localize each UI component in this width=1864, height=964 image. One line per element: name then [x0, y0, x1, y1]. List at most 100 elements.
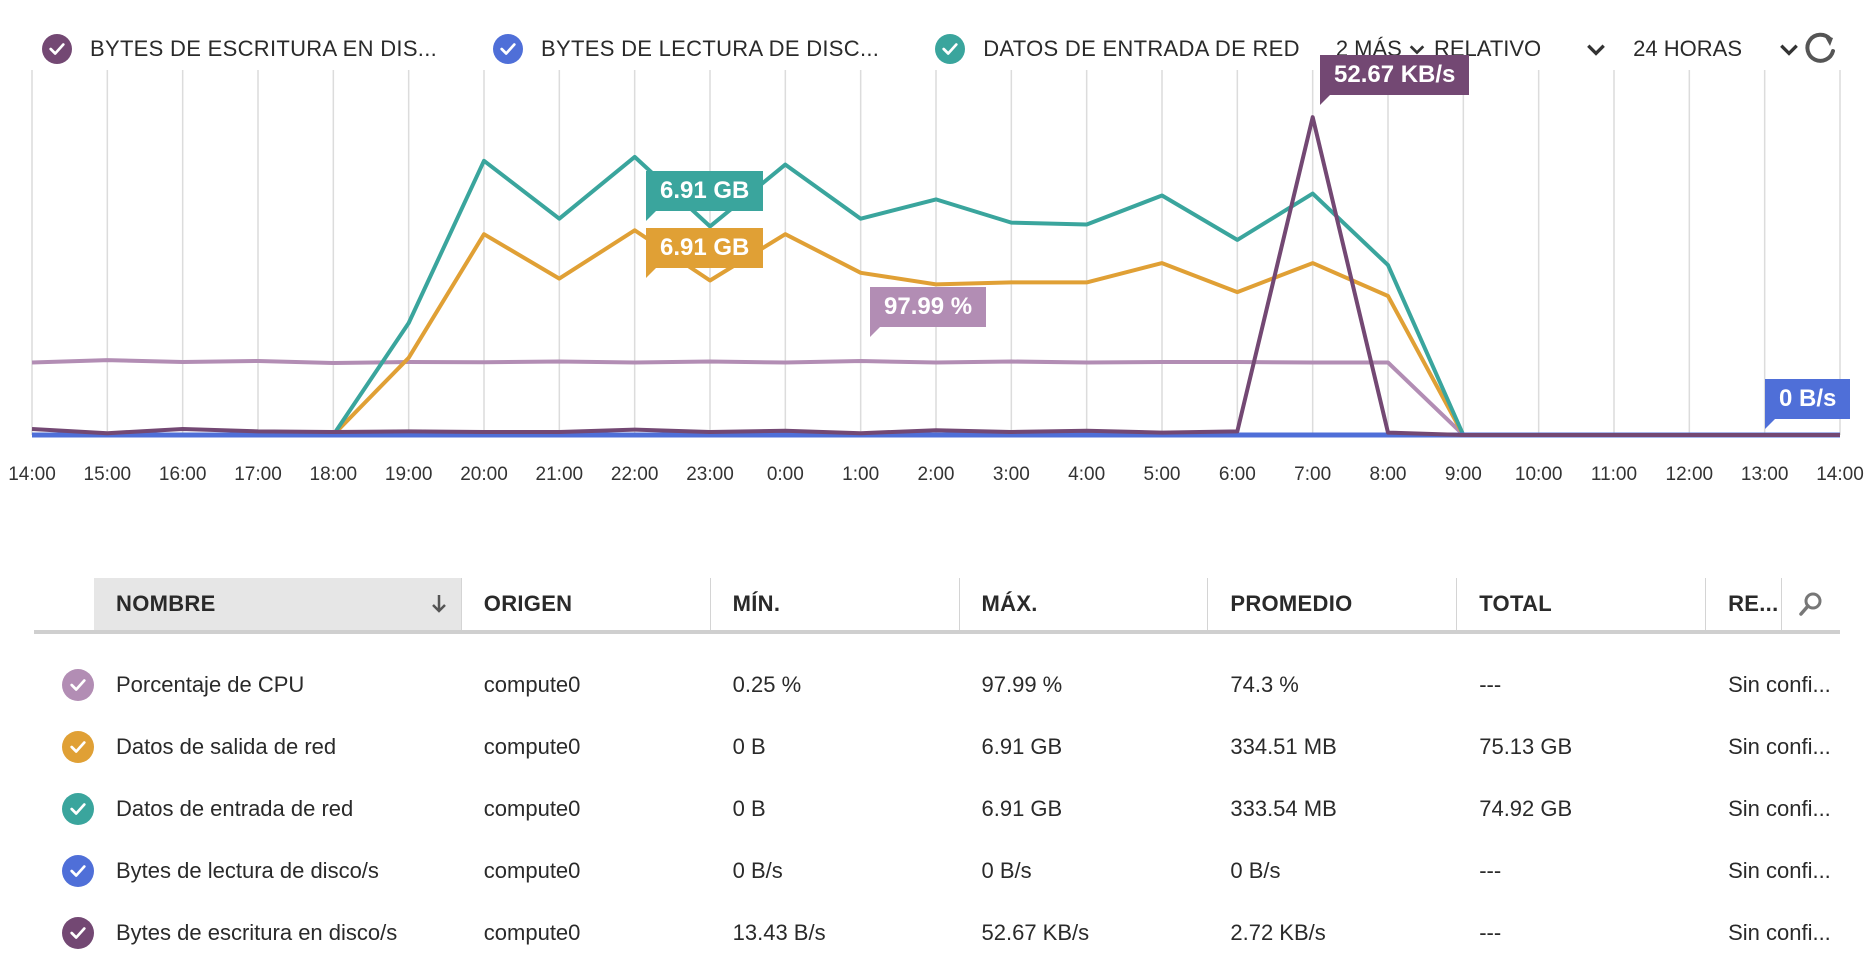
legend-item-network-in[interactable]: DATOS DE ENTRADA DE RED — [935, 34, 1300, 64]
check-icon — [493, 34, 524, 64]
metrics-table: NOMBRE ORIGEN MÍN. MÁX. PROMEDIO TOTAL R… — [34, 578, 1840, 964]
row-checkbox[interactable] — [34, 669, 94, 701]
cell-min: 13.43 B/s — [732, 920, 826, 945]
table-row[interactable]: Bytes de escritura en disco/s compute0 13.… — [34, 902, 1840, 964]
x-tick-label: 14:00 — [1816, 464, 1864, 485]
sort-arrow-down-icon — [431, 595, 446, 613]
table-row[interactable]: Bytes de lectura de disco/s compute0 0 B/s… — [34, 840, 1840, 902]
cell-re: Sin confi... — [1728, 796, 1831, 821]
callout-disk-write: 52.67 KB/s — [1320, 55, 1470, 105]
x-tick-label: 22:00 — [611, 464, 659, 485]
cell-name: Datos de entrada de red — [116, 796, 354, 821]
column-header-avg[interactable]: PROMEDIO — [1208, 578, 1458, 630]
cell-name: Porcentaje de CPU — [116, 672, 305, 697]
check-icon — [62, 855, 94, 887]
cell-origin: compute0 — [483, 920, 581, 945]
cell-max: 6.91 GB — [981, 734, 1063, 759]
series-line-4 — [31, 115, 1840, 437]
cell-avg: 334.51 MB — [1230, 734, 1337, 759]
cell-re: Sin confi... — [1728, 858, 1831, 883]
cell-origin: compute0 — [483, 858, 581, 883]
x-tick-label: 3:00 — [993, 464, 1030, 485]
callout-network-in: 6.91 GB — [646, 171, 764, 221]
cell-re: Sin confi... — [1728, 672, 1831, 697]
row-checkbox[interactable] — [34, 793, 94, 825]
x-tick-label: 10:00 — [1515, 464, 1563, 485]
x-tick-label: 17:00 — [234, 464, 282, 485]
range-label[interactable]: 24 HORAS — [1633, 36, 1742, 61]
x-tick-label: 23:00 — [686, 464, 734, 485]
cell-origin: compute0 — [483, 796, 581, 821]
x-tick-label: 15:00 — [84, 464, 132, 485]
column-header-name[interactable]: NOMBRE — [94, 578, 462, 630]
x-tick-label: 12:00 — [1666, 464, 1714, 485]
legend-label: BYTES DE ESCRITURA EN DIS... — [90, 36, 438, 61]
cell-origin: compute0 — [483, 734, 581, 759]
table-row[interactable]: Datos de entrada de red compute0 0 B 6.91 G… — [34, 778, 1840, 840]
legend-item-disk-write[interactable]: BYTES DE ESCRITURA EN DIS... — [42, 34, 437, 64]
chart-legend: BYTES DE ESCRITURA EN DIS... BYTES DE LE… — [42, 28, 1426, 70]
row-checkbox[interactable] — [34, 917, 94, 949]
x-tick-label: 11:00 — [1591, 464, 1637, 485]
cell-min: 0 B/s — [732, 858, 783, 883]
x-tick-label: 19:00 — [385, 464, 433, 485]
column-header-re[interactable]: RE... — [1706, 578, 1783, 630]
x-tick-label: 18:00 — [310, 464, 358, 485]
chevron-down-icon[interactable] — [1585, 38, 1607, 60]
x-tick-label: 5:00 — [1144, 464, 1181, 485]
cell-name: Bytes de lectura de disco/s — [116, 858, 379, 883]
cell-max: 0 B/s — [981, 858, 1032, 883]
chevron-down-icon — [1409, 45, 1425, 55]
check-icon — [62, 917, 94, 949]
callout-cpu: 97.99 % — [870, 287, 987, 337]
chevron-down-icon[interactable] — [1778, 38, 1800, 60]
cell-total: --- — [1479, 672, 1502, 697]
cell-min: 0 B — [732, 734, 766, 759]
cell-avg: 333.54 MB — [1230, 796, 1337, 821]
check-icon — [935, 34, 966, 64]
table-row[interactable]: Porcentaje de CPU compute0 0.25 % 97.99 % 74… — [34, 654, 1840, 716]
cell-max: 97.99 % — [981, 672, 1063, 697]
table-row[interactable]: Datos de salida de red compute0 0 B 6.91 GB… — [34, 716, 1840, 778]
x-tick-label: 6:00 — [1219, 464, 1256, 485]
cell-max: 6.91 GB — [981, 796, 1063, 821]
check-icon — [62, 669, 94, 701]
legend-label: BYTES DE LECTURA DE DISC... — [541, 36, 880, 61]
column-header-origin[interactable]: ORIGEN — [462, 578, 711, 630]
cell-total: 75.13 GB — [1479, 734, 1573, 759]
refresh-icon[interactable] — [1800, 29, 1840, 69]
cell-re: Sin confi... — [1728, 920, 1831, 945]
row-checkbox[interactable] — [34, 731, 94, 763]
x-tick-label: 20:00 — [460, 464, 508, 485]
x-tick-label: 1:00 — [842, 464, 879, 485]
x-tick-label: 16:00 — [159, 464, 207, 485]
cell-total: 74.92 GB — [1479, 796, 1573, 821]
cell-avg: 74.3 % — [1230, 672, 1299, 697]
cell-min: 0 B — [732, 796, 766, 821]
row-checkbox[interactable] — [34, 855, 94, 887]
table-header: NOMBRE ORIGEN MÍN. MÁX. PROMEDIO TOTAL R… — [34, 578, 1840, 634]
table-body: Porcentaje de CPU compute0 0.25 % 97.99 % 74… — [34, 654, 1840, 964]
cell-avg: 0 B/s — [1230, 858, 1281, 883]
x-tick-label: 9:00 — [1445, 464, 1482, 485]
column-header-min[interactable]: MÍN. — [711, 578, 960, 630]
x-tick-label: 7:00 — [1294, 464, 1331, 485]
column-header-max[interactable]: MÁX. — [960, 578, 1209, 630]
check-icon — [62, 731, 94, 763]
cell-total: --- — [1479, 920, 1502, 945]
x-tick-label: 2:00 — [918, 464, 955, 485]
cell-avg: 2.72 KB/s — [1230, 920, 1326, 945]
search-icon[interactable] — [1782, 578, 1840, 630]
cell-min: 0.25 % — [732, 672, 802, 697]
check-icon — [42, 34, 72, 64]
column-header-total[interactable]: TOTAL — [1457, 578, 1707, 630]
legend-item-disk-read[interactable]: BYTES DE LECTURA DE DISC... — [493, 34, 879, 64]
x-tick-label: 8:00 — [1370, 464, 1407, 485]
callout-disk-read: 0 B/s — [1765, 379, 1851, 429]
x-tick-label: 13:00 — [1741, 464, 1789, 485]
cell-re: Sin confi... — [1728, 734, 1831, 759]
cell-total: --- — [1479, 858, 1502, 883]
check-icon — [62, 793, 94, 825]
callout-network-out: 6.91 GB — [646, 228, 764, 278]
x-tick-label: 0:00 — [767, 464, 804, 485]
